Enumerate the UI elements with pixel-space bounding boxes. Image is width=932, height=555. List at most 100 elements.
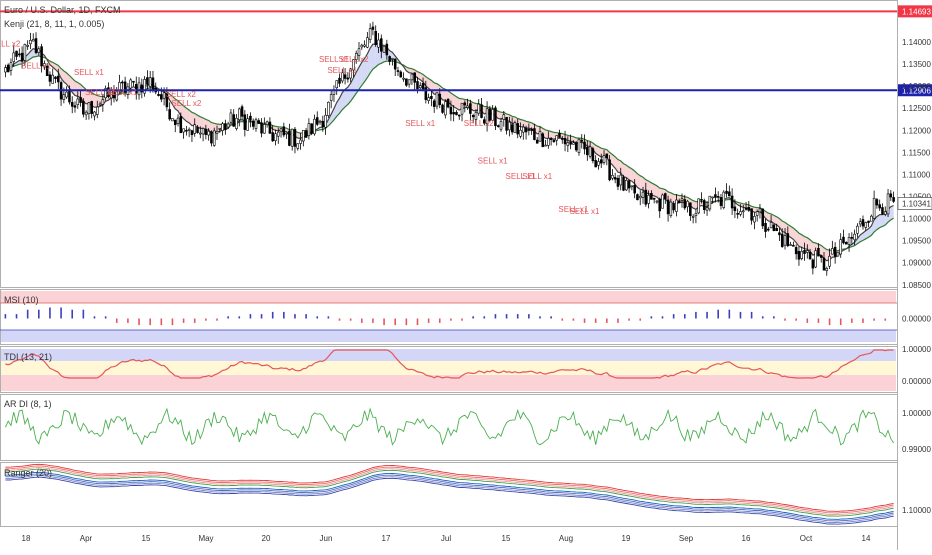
candle-body [563, 138, 567, 145]
candle-body [792, 244, 795, 247]
candle-body [485, 108, 489, 125]
candle-body [109, 88, 113, 99]
candle-body [449, 106, 453, 115]
candle-body [535, 139, 539, 144]
ranger-band-2 [5, 467, 894, 516]
cloud-segment [450, 92, 454, 107]
candle-body [769, 222, 773, 229]
sell-signal-3: SELL x1 [85, 88, 115, 97]
candle-body [421, 83, 425, 90]
candle-body [516, 123, 519, 135]
sell-signal-13: SELL x1 [506, 172, 536, 181]
ranger-tick-0: 1.10000 [902, 506, 931, 515]
candle-body [62, 94, 66, 100]
candle-body [82, 100, 85, 115]
sell-signal-11: SELL x2 [464, 119, 494, 128]
candle-body [613, 177, 617, 180]
time-tick-11: Sep [679, 534, 694, 543]
cloud-segment [776, 216, 780, 228]
candle-body [466, 105, 469, 108]
candle-body [644, 189, 648, 205]
cloud-segment [445, 89, 449, 102]
candle-body [577, 139, 581, 153]
candle-body [505, 117, 508, 131]
candle-body [697, 198, 700, 214]
sell-signal-9: SELL x1 [327, 66, 357, 75]
candle-body [204, 128, 208, 135]
candle-body [57, 75, 60, 83]
candle-body [15, 50, 18, 57]
hline-label-bg-1 [898, 84, 932, 97]
cloud-segment [364, 53, 368, 82]
cloud-segment [331, 108, 334, 123]
candle-body [210, 131, 213, 144]
cloud-segment [172, 96, 176, 109]
candle-body [37, 48, 41, 53]
candle-body [572, 142, 575, 145]
candle-body [783, 235, 787, 246]
cloud-segment [409, 68, 412, 74]
candle-body [549, 138, 553, 140]
candle-body [702, 200, 706, 211]
candle-body [842, 236, 845, 244]
cloud-segment [768, 213, 772, 222]
candle-body [661, 194, 664, 209]
candle-body [9, 62, 13, 71]
candle-body [608, 159, 611, 181]
ranger-band-4 [5, 471, 894, 520]
candle-body [711, 196, 714, 199]
candle-body [424, 87, 428, 100]
price-axes: 1.14000 1.13500 1.13000 1.12500 1.12000 1.115… [897, 38, 932, 290]
horizontal-lines[interactable]: 1.14693 1.12906 [0, 5, 932, 97]
cloud-segment [342, 89, 346, 110]
candle-body [597, 161, 600, 166]
candle-body [522, 126, 525, 133]
candle-body [257, 120, 261, 124]
candle-body [151, 77, 155, 91]
ranger-panel: 1.10000 [5, 463, 931, 525]
cloud-segment [361, 58, 365, 86]
cloud-segment [823, 247, 827, 261]
candle-body [786, 233, 790, 247]
sell-signal-15: SELL x1 [558, 205, 588, 214]
cloud-segment [297, 132, 301, 139]
candle-body [65, 91, 68, 98]
candle-body [293, 128, 297, 147]
cloud-segment [598, 146, 602, 157]
candle-body [276, 131, 280, 137]
candle-body [371, 26, 375, 30]
kenji-moving-averages [5, 42, 894, 262]
candle-body [93, 111, 96, 117]
sell-signal-8: SELL x2 [338, 55, 368, 64]
candle-body [491, 109, 494, 121]
cloud-segment [643, 177, 646, 194]
candle-body [736, 213, 739, 215]
candle-body [619, 174, 623, 186]
cloud-segment [595, 145, 599, 156]
candle-body [435, 92, 439, 107]
candle-body [251, 120, 255, 127]
candle-body [265, 121, 269, 125]
candle-body [599, 159, 603, 164]
time-axis[interactable]: 18 Apr 15 May 20 Jun 17 Jul 15 Aug 19 Sep 16 Oct 14 [22, 534, 871, 543]
cloud-segment [876, 214, 880, 230]
candle-body [474, 112, 478, 120]
tdi-zone-bottom [1, 375, 896, 391]
candle-body [407, 79, 411, 85]
candle-body [123, 81, 127, 93]
time-tick-13: Oct [800, 534, 813, 543]
candle-body [201, 128, 205, 135]
candle-body [31, 39, 35, 42]
price-tick-5: 1.11500 [902, 148, 931, 157]
candle-body [90, 101, 93, 114]
time-tick-8: 15 [502, 534, 511, 543]
cloud-segment [551, 131, 554, 140]
candle-body [583, 141, 586, 150]
cloud-segment [473, 102, 476, 111]
candle-body [625, 179, 628, 191]
candle-body [747, 207, 751, 211]
msi-panel: 0.00000 [0, 291, 931, 342]
cloud-segment [526, 121, 529, 129]
candle-body [335, 80, 339, 89]
